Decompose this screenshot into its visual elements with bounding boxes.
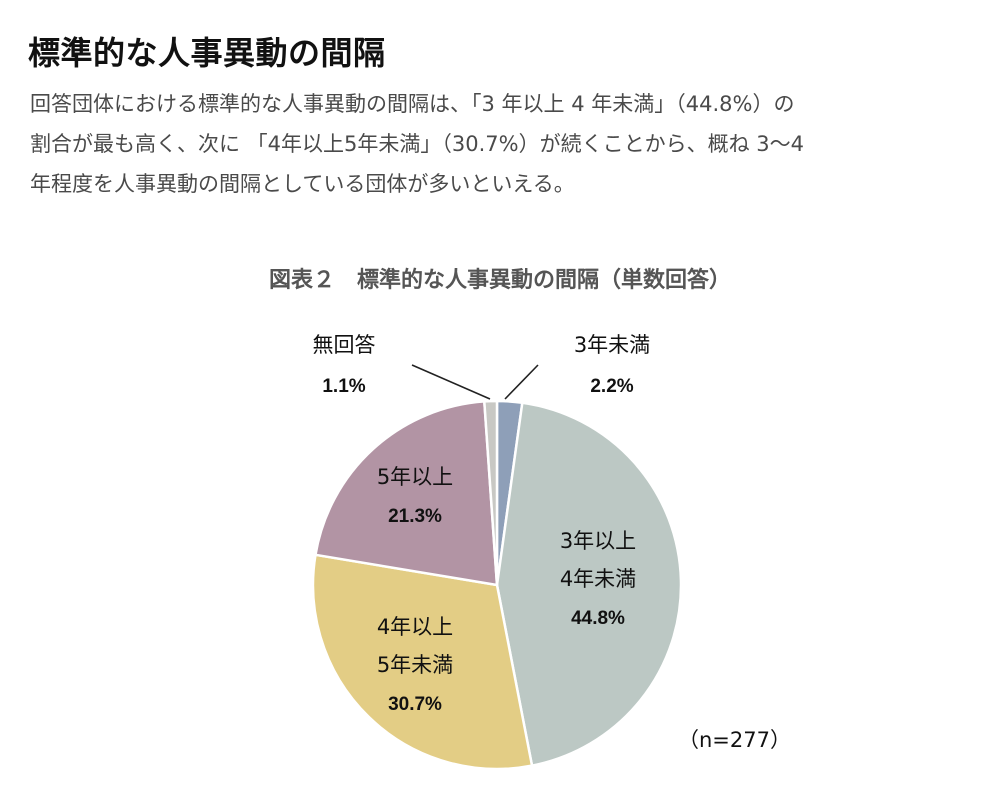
- page-title: 標準的な人事異動の間隔: [28, 34, 386, 72]
- slice-category-label: 4年未満: [560, 567, 636, 591]
- sample-size-note: （n=277）: [678, 728, 791, 752]
- description-line: 割合が最も高く、次に 「4年以上5年未満」（30.7%）が続くことから、概ね 3…: [30, 132, 805, 156]
- description-line: 年程度を人事異動の間隔としている団体が多いといえる。: [30, 172, 575, 196]
- slice-value-label: 2.2%: [590, 376, 633, 397]
- pie-slice: [314, 400, 499, 587]
- pie-slice: [483, 399, 499, 587]
- slice-category-label: 3年以上: [560, 529, 636, 553]
- chart-title: 図表２ 標準的な人事異動の間隔（単数回答）: [268, 268, 731, 293]
- slice-value-label: 1.1%: [322, 376, 365, 397]
- slice-value-label: 30.7%: [388, 694, 442, 715]
- description-line: 回答団体における標準的な人事異動の間隔は、「3 年以上 4 年未満」（44.8%…: [30, 92, 795, 116]
- slice-value-label: 21.3%: [388, 506, 442, 527]
- leader-line: [504, 364, 539, 400]
- slice-category-label: 3年未満: [574, 333, 650, 357]
- slice-value-label: 44.8%: [571, 608, 625, 629]
- description-paragraph: 回答団体における標準的な人事異動の間隔は、「3 年以上 4 年未満」（44.8%…: [30, 84, 960, 204]
- pie-slices: [311, 399, 683, 771]
- slice-category-label: 5年未満: [377, 653, 453, 677]
- pie-slice: [311, 553, 534, 771]
- slice-category-label: 無回答: [313, 333, 376, 357]
- slice-category-label: 5年以上: [377, 465, 453, 489]
- pie-slice: [495, 401, 683, 767]
- slice-category-label: 4年以上: [377, 615, 453, 639]
- slice-labels: 3年未満 2.2% 3年以上 4年未満 44.8% 4年以上 5年未満 30.7% 5年以上 21…: [313, 333, 651, 715]
- leader-line: [411, 364, 491, 400]
